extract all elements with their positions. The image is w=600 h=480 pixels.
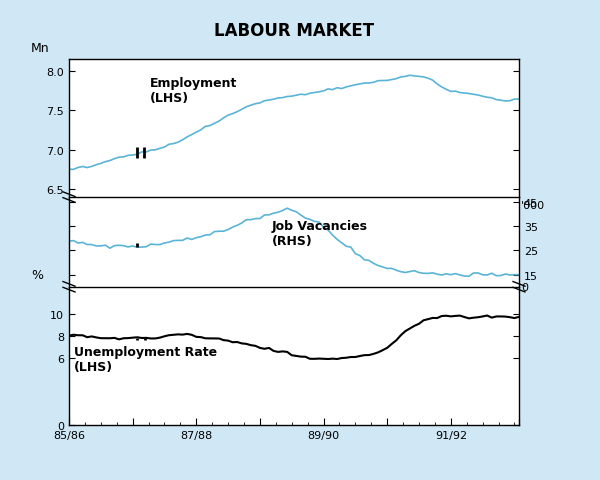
Text: Mn: Mn	[31, 42, 49, 55]
Text: Employment
(LHS): Employment (LHS)	[150, 76, 238, 105]
Text: LABOUR MARKET: LABOUR MARKET	[214, 22, 374, 40]
Text: '000: '000	[521, 201, 545, 210]
Text: %: %	[31, 269, 43, 282]
Text: Job Vacancies
(RHS): Job Vacancies (RHS)	[271, 220, 367, 248]
Text: 0: 0	[521, 282, 528, 292]
Text: Unemployment Rate
(LHS): Unemployment Rate (LHS)	[74, 345, 217, 373]
